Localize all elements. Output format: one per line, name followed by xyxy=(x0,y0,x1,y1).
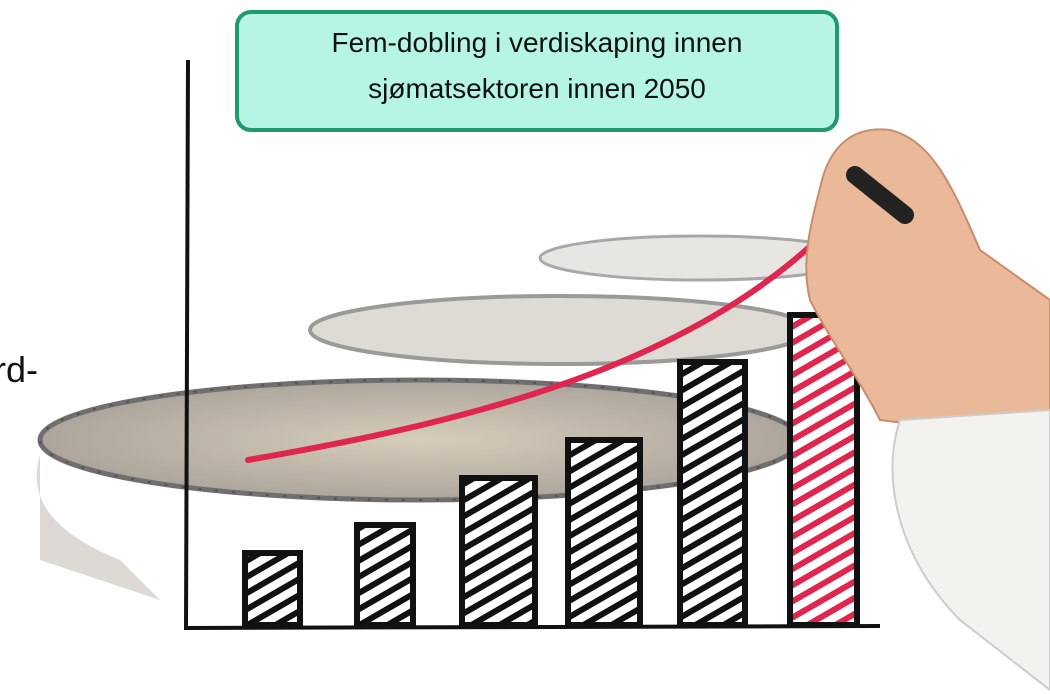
bar xyxy=(354,522,416,628)
bars xyxy=(242,312,860,628)
callout-line: sjømatsektoren innen 2050 xyxy=(368,73,706,104)
callout-box xyxy=(235,10,839,132)
bar xyxy=(459,475,538,628)
bar xyxy=(677,359,748,628)
bar xyxy=(242,550,303,628)
y-axis xyxy=(184,59,190,631)
callout: Fem-dobling i verdiskaping innen sjømats… xyxy=(235,10,839,132)
bar xyxy=(565,437,643,628)
hand xyxy=(805,128,1050,692)
callout-line: Fem-dobling i verdiskaping innen xyxy=(332,27,743,58)
side-text: rd- xyxy=(0,349,38,390)
